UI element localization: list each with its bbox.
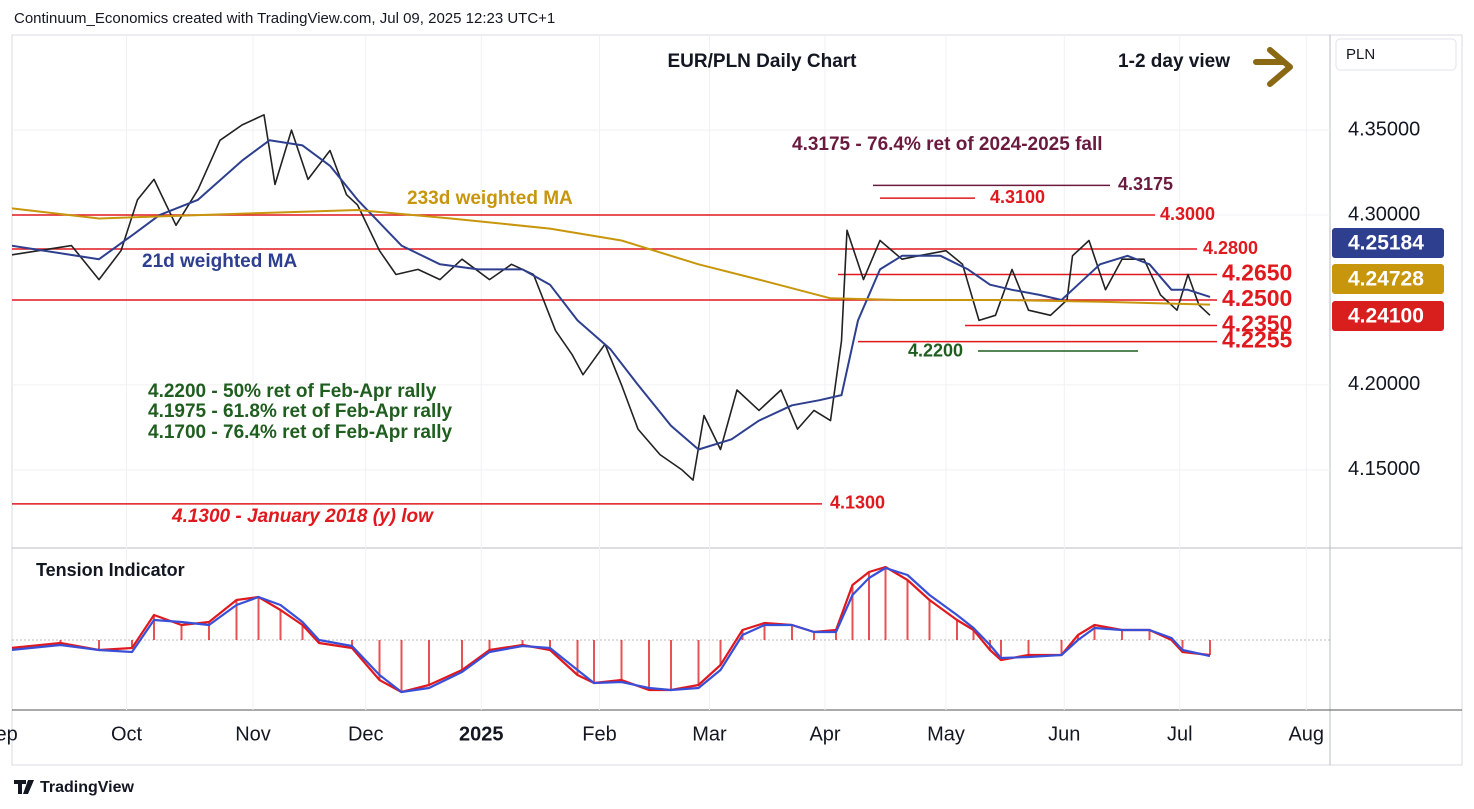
indicator-title: Tension Indicator	[36, 560, 185, 580]
view-label: 1-2 day view	[1118, 51, 1230, 72]
level-label: 4.2800	[1203, 238, 1258, 258]
annotation: 4.1300 - January 2018 (y) low	[171, 506, 434, 527]
x-tick-label: Aug	[1288, 723, 1324, 745]
x-tick-label: May	[927, 723, 965, 745]
x-tick-label: Jul	[1167, 723, 1193, 745]
x-tick-label: Sep	[0, 723, 18, 745]
x-tick-label: Nov	[235, 723, 271, 745]
annotation: 4.1700 - 76.4% ret of Feb-Apr rally	[148, 422, 453, 443]
price-badge-label: 4.24728	[1348, 268, 1424, 291]
level-label: 4.3000	[1160, 204, 1215, 224]
x-tick-label: 2025	[459, 723, 504, 745]
price-line	[12, 114, 1211, 481]
level-label: 4.2650	[1222, 260, 1292, 286]
y-tick-label: 4.15000	[1348, 458, 1420, 480]
series-label: 21d weighted MA	[142, 251, 297, 272]
currency-box	[1335, 38, 1457, 71]
x-tick-label: Oct	[111, 723, 143, 745]
annotation: 4.2200 - 50% ret of Feb-Apr rally	[148, 381, 437, 402]
credit: Continuum_Economics created with Trading…	[14, 10, 555, 27]
price-badge	[1332, 228, 1444, 258]
price-badge	[1332, 301, 1444, 331]
x-tick-label: Mar	[692, 723, 727, 745]
x-tick-label: Jun	[1048, 723, 1080, 745]
level-label: 4.1300	[830, 493, 885, 513]
price-badge-label: 4.24100	[1348, 305, 1424, 328]
y-tick-label: 4.35000	[1348, 118, 1420, 140]
y-tick-label: 4.30000	[1348, 203, 1420, 225]
level-label: 4.3100	[990, 187, 1045, 207]
chart-title: EUR/PLN Daily Chart	[668, 51, 858, 72]
level-label: 4.2255	[1222, 327, 1293, 353]
axes: Sep Oct Nov Dec 2025 Feb Mar Apr May Jun Jul Aug 4.3…	[0, 118, 1444, 745]
level-label: 4.3175	[1118, 174, 1173, 194]
level-label: 4.2500	[1222, 285, 1292, 311]
series-label: 233d weighted MA	[407, 188, 573, 209]
view-arrow	[1253, 47, 1293, 87]
indicator-pane	[12, 565, 1330, 694]
price-badge-label: 4.25184	[1348, 232, 1424, 255]
footer: TradingView	[40, 779, 135, 796]
price-pane	[12, 114, 1217, 505]
ma-line	[12, 139, 1211, 451]
tv-logo	[14, 780, 34, 794]
x-tick-label: Apr	[809, 723, 840, 745]
annotation: 4.3175 - 76.4% ret of 2024-2025 fall	[792, 134, 1103, 155]
level-label: 4.2200	[908, 341, 963, 361]
annotation: 4.1975 - 61.8% ret of Feb-Apr rally	[148, 401, 453, 422]
x-tick-label: Dec	[348, 723, 384, 745]
price-badge	[1332, 264, 1444, 294]
y-tick-label: 4.20000	[1348, 373, 1420, 395]
level-label: 4.2350	[1222, 311, 1292, 337]
indicator-line	[12, 566, 1211, 694]
currency: PLN	[1346, 46, 1375, 63]
frame	[11, 34, 1463, 766]
x-tick-label: Feb	[582, 723, 616, 745]
ma-line	[12, 207, 1211, 306]
